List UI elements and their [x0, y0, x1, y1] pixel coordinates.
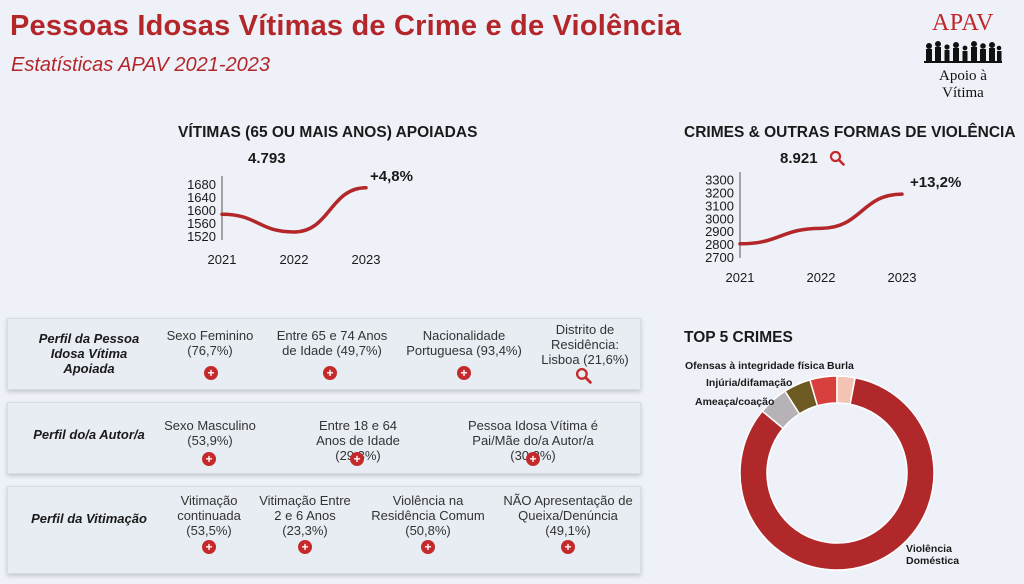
y-tick-label: 1600 — [187, 203, 216, 218]
plus-icon[interactable]: + — [457, 366, 471, 380]
x-tick-label: 2021 — [726, 270, 755, 285]
y-tick-label: 3300 — [705, 173, 734, 188]
profile-item-text: Entre 65 e 74 Anos de Idade (49,7%) — [276, 328, 388, 358]
profile-item-text: Sexo Masculino (53,9%) — [164, 418, 256, 448]
search-icon[interactable] — [829, 150, 845, 166]
plus-icon[interactable]: + — [526, 452, 540, 466]
profile-item-text: Distrito de Residência: Lisboa (21,6%) — [541, 322, 629, 367]
profile-item: Vitimação continuada (53,5%) — [164, 493, 254, 538]
profile-item: Violência na Residência Comum (50,8%) — [368, 493, 488, 538]
profile-item: Vitimação Entre 2 e 6 Anos (23,3%) — [256, 493, 354, 538]
x-tick-label: 2023 — [352, 252, 381, 267]
page-subtitle: Estatísticas APAV 2021-2023 — [11, 54, 271, 76]
chart-top5-donut — [739, 375, 935, 571]
panel-label-author: Perfil do/a Autor/a — [33, 427, 145, 442]
plus-icon[interactable]: + — [204, 366, 218, 380]
plus-icon[interactable]: + — [323, 366, 337, 380]
y-tick-label: 3200 — [705, 185, 734, 200]
profile-item-text: NÃO Apresentação de Queixa/Denúncia (49,… — [503, 493, 633, 538]
x-tick-label: 2023 — [888, 270, 917, 285]
x-tick-label: 2021 — [208, 252, 237, 267]
profile-item-text: Vitimação continuada (53,5%) — [177, 493, 241, 538]
plus-icon[interactable]: + — [202, 452, 216, 466]
profile-item-text: Nacionalidade Portuguesa (93,4%) — [406, 328, 522, 358]
panel-victimization-profile: Perfil da Vitimação — [7, 486, 641, 574]
apav-logo[interactable]: APAV Apoio à Vítima — [918, 10, 1008, 101]
y-tick-label: 1520 — [187, 229, 216, 244]
donut-slice-violencia — [739, 376, 935, 571]
y-tick-label: 2900 — [705, 224, 734, 239]
chart-victims-change: +4,8% — [370, 168, 413, 185]
series-line — [738, 192, 904, 246]
profile-item-text: Vitimação Entre 2 e 6 Anos (23,3%) — [259, 493, 351, 538]
search-icon[interactable] — [575, 367, 592, 384]
plus-icon[interactable]: + — [421, 540, 435, 554]
profile-item-text: Violência na Residência Comum (50,8%) — [371, 493, 485, 538]
chart-victims-total: 4.793 — [248, 150, 286, 167]
plus-icon[interactable]: + — [298, 540, 312, 554]
y-tick-label: 3100 — [705, 198, 734, 213]
chart-top5-title: TOP 5 CRIMES — [684, 329, 793, 346]
donut-label-ofensas: Ofensas à integridade física — [685, 360, 825, 372]
donut-label-ameaca: Ameaça/coação — [695, 396, 775, 408]
people-silhouette-icon — [924, 41, 1002, 63]
y-tick-label: 3000 — [705, 211, 734, 226]
profile-item: NÃO Apresentação de Queixa/Denúncia (49,… — [500, 493, 636, 538]
donut-label-violencia: Violência Doméstica — [906, 543, 960, 567]
plus-icon[interactable]: + — [202, 540, 216, 554]
y-tick-label: 2700 — [705, 250, 734, 265]
logo-tagline: Apoio à Vítima — [939, 68, 987, 101]
profile-item: Sexo Feminino (76,7%) — [160, 328, 260, 358]
profile-item: Entre 65 e 74 Anos de Idade (49,7%) — [276, 328, 388, 358]
profile-item: Nacionalidade Portuguesa (93,4%) — [404, 328, 524, 358]
profile-item-text: Entre 18 e 64 Anos de Idade (29,3%) — [316, 418, 400, 463]
logo-brand: APAV — [931, 10, 995, 36]
plus-icon[interactable]: + — [350, 452, 364, 466]
panel-label-victimization: Perfil da Vitimação — [31, 511, 147, 526]
profile-item: Entre 18 e 64 Anos de Idade (29,3%) — [306, 418, 410, 463]
series-line — [220, 186, 368, 234]
y-tick-label: 2800 — [705, 237, 734, 252]
chart-crimes-total: 8.921 — [780, 150, 818, 167]
y-tick-label: 1640 — [187, 190, 216, 205]
chart-crimes-title: CRIMES & OUTRAS FORMAS DE VIOLÊNCIA — [684, 124, 1016, 141]
chart-victims-title: VÍTIMAS (65 OU MAIS ANOS) APOIADAS — [178, 124, 478, 141]
donut-label-injuria: Injúria/difamação — [706, 377, 793, 389]
panel-victim-profile: Perfil da Pessoa Idosa Vítima Apoiada — [7, 318, 641, 390]
chart-crimes-change: +13,2% — [910, 174, 962, 191]
x-tick-label: 2022 — [807, 270, 836, 285]
y-tick-label: 1560 — [187, 216, 216, 231]
profile-item-text: Sexo Feminino (76,7%) — [166, 328, 254, 358]
page-title: Pessoas Idosas Vítimas de Crime e de Vio… — [10, 10, 682, 42]
x-tick-label: 2022 — [280, 252, 309, 267]
panel-label-victim: Perfil da Pessoa Idosa Vítima Apoiada — [38, 331, 140, 376]
plus-icon[interactable]: + — [561, 540, 575, 554]
profile-item: Sexo Masculino (53,9%) — [160, 418, 260, 448]
y-tick-label: 1680 — [187, 177, 216, 192]
donut-label-burla: Burla — [827, 360, 854, 372]
profile-item: Distrito de Residência: Lisboa (21,6%) — [532, 322, 638, 367]
